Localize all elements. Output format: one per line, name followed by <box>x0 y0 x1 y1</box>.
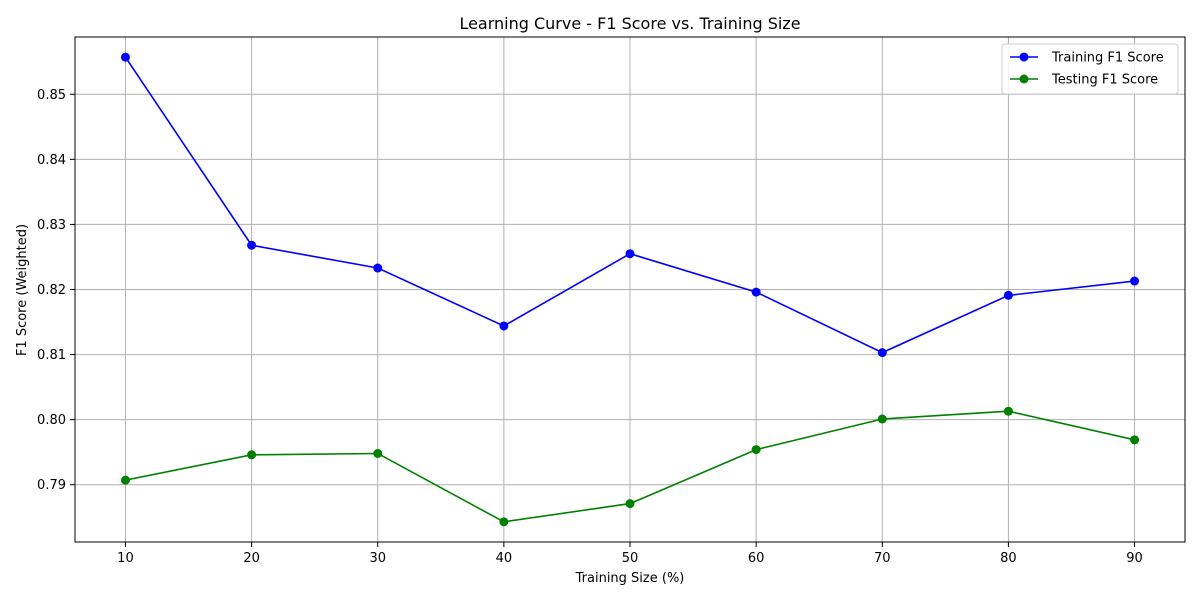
y-axis-label: F1 Score (Weighted) <box>15 224 30 356</box>
y-tick-label: 0.85 <box>37 88 66 103</box>
y-tick-label: 0.80 <box>37 413 66 428</box>
series-training <box>120 52 1140 358</box>
x-axis-label: Training Size (%) <box>575 571 685 586</box>
data-point <box>751 445 761 455</box>
legend-marker <box>1019 52 1029 62</box>
legend-box <box>1001 43 1179 95</box>
y-axis: 0.79 0.80 0.81 0.82 0.83 0.84 0.85 <box>37 88 75 493</box>
data-point <box>1003 290 1013 300</box>
legend-label: Training F1 Score <box>1051 51 1164 66</box>
data-point <box>625 499 635 509</box>
data-point <box>1130 435 1140 445</box>
data-point <box>373 263 383 273</box>
data-point <box>120 52 130 62</box>
x-tick-label: 30 <box>369 551 386 566</box>
y-tick-label: 0.82 <box>37 283 66 298</box>
x-tick-label: 50 <box>622 551 639 566</box>
data-point <box>1130 276 1140 286</box>
x-tick-label: 70 <box>874 551 891 566</box>
legend-marker <box>1019 74 1029 84</box>
legend: Training F1 Score Testing F1 Score <box>1001 43 1179 95</box>
data-point <box>373 448 383 458</box>
data-point <box>1003 406 1013 416</box>
y-tick-label: 0.81 <box>37 348 66 363</box>
data-point <box>751 287 761 297</box>
x-tick-label: 90 <box>1126 551 1143 566</box>
x-axis: 10 20 30 40 50 60 70 80 90 <box>117 542 1143 566</box>
data-point <box>499 517 509 527</box>
grid <box>75 37 1185 542</box>
data-point <box>877 348 887 358</box>
x-tick-label: 40 <box>496 551 513 566</box>
y-tick-label: 0.84 <box>37 153 66 168</box>
x-tick-label: 10 <box>117 551 134 566</box>
series-testing <box>120 406 1140 527</box>
data-point <box>625 249 635 259</box>
data-point <box>247 450 257 460</box>
legend-item: Training F1 Score <box>1010 51 1164 66</box>
x-tick-label: 20 <box>243 551 260 566</box>
series-layer <box>120 52 1140 527</box>
data-point <box>247 240 257 250</box>
x-tick-label: 60 <box>748 551 765 566</box>
data-point <box>120 475 130 485</box>
legend-item: Testing F1 Score <box>1010 73 1158 88</box>
chart-title: Learning Curve - F1 Score vs. Training S… <box>459 14 800 33</box>
legend-label: Testing F1 Score <box>1051 73 1158 88</box>
data-point <box>877 414 887 424</box>
y-tick-label: 0.83 <box>37 218 66 233</box>
data-point <box>499 321 509 331</box>
y-tick-label: 0.79 <box>37 478 66 493</box>
x-tick-label: 80 <box>1000 551 1017 566</box>
